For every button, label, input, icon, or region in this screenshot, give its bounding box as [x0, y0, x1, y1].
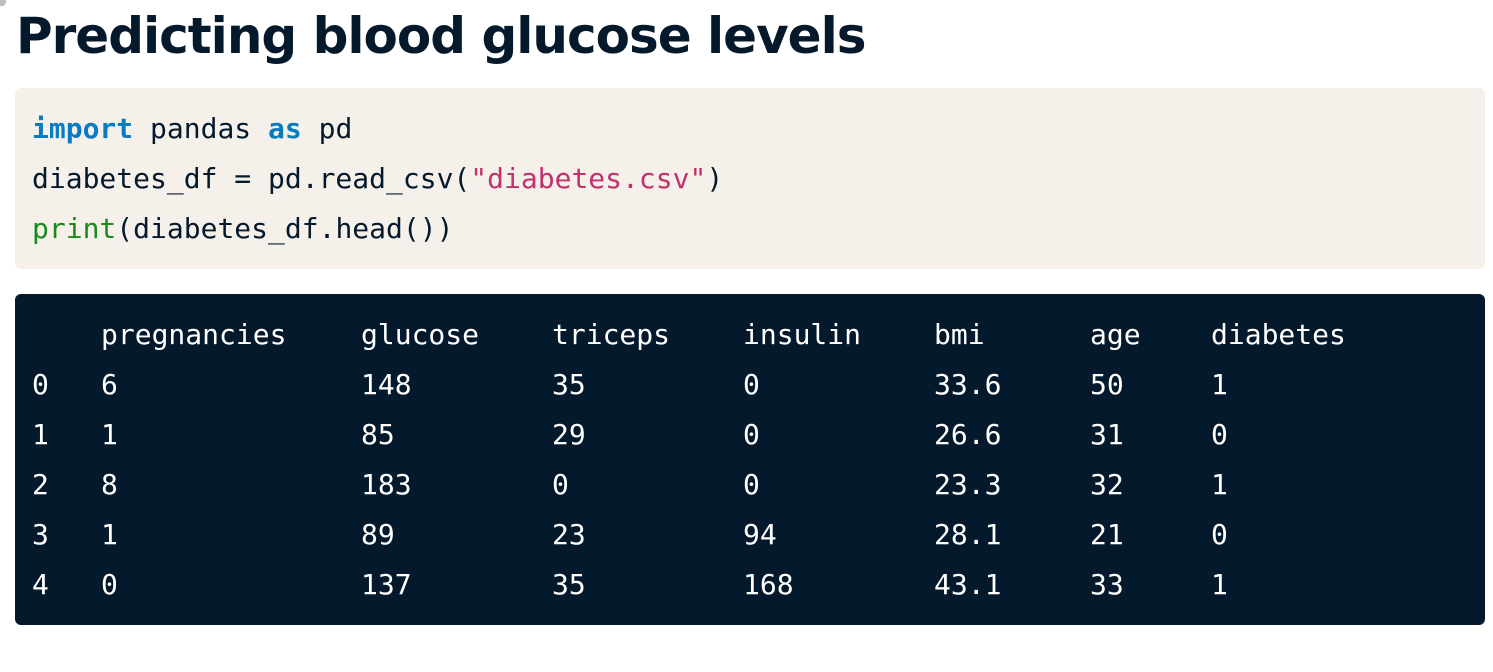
table-cell: 35: [552, 568, 586, 601]
code-token: pandas: [133, 112, 269, 145]
table-cell: 0: [1211, 418, 1228, 451]
output-table: pregnancies glucose triceps insulin bmi …: [32, 310, 1411, 610]
table-cell: 50: [1090, 368, 1124, 401]
table-cell: 85: [361, 418, 395, 451]
table-cell: 6: [101, 368, 118, 401]
code-token: ): [706, 162, 724, 195]
string-token: "diabetes.csv": [470, 162, 707, 195]
table-cell: 31: [1090, 418, 1124, 451]
index-header: [32, 310, 101, 360]
column-header-bmi: bmi: [934, 318, 985, 351]
column-header-triceps: triceps: [552, 318, 671, 351]
corner-marker: [0, 0, 6, 6]
row-index: 2: [32, 468, 49, 501]
table-row: 2 8 183 0 0 23.3 32 1: [32, 460, 1411, 510]
code-line: print(diabetes_df.head()): [32, 204, 1485, 254]
code-line: diabetes_df = pd.read_csv("diabetes.csv"…: [32, 154, 1485, 204]
code-token: diabetes_df = pd.read_csv(: [32, 162, 471, 195]
column-header-diabetes: diabetes: [1211, 318, 1346, 351]
code-block[interactable]: import pandas as pd diabetes_df = pd.rea…: [15, 88, 1485, 269]
table-cell: 94: [743, 518, 777, 551]
table-cell: 148: [361, 368, 412, 401]
table-cell: 0: [743, 418, 760, 451]
table-cell: 1: [1211, 368, 1228, 401]
table-row: 3 1 89 23 94 28.1 21 0: [32, 510, 1411, 560]
column-header-glucose: glucose: [361, 318, 480, 351]
table-row: 1 1 85 29 0 26.6 31 0: [32, 410, 1411, 460]
code-token: pd: [301, 112, 353, 145]
table-cell: 8: [101, 468, 118, 501]
table-cell: 137: [361, 568, 412, 601]
table-cell: 183: [361, 468, 412, 501]
table-cell: 0: [743, 368, 760, 401]
column-header-insulin: insulin: [743, 318, 862, 351]
row-index: 3: [32, 518, 49, 551]
table-cell: 0: [101, 568, 118, 601]
page-title: Predicting blood glucose levels: [16, 7, 866, 65]
table-row: 0 6 148 35 0 33.6 50 1: [32, 360, 1411, 410]
table-cell: 0: [552, 468, 569, 501]
table-cell: 0: [743, 468, 760, 501]
table-cell: 32: [1090, 468, 1124, 501]
column-header-pregnancies: pregnancies: [101, 318, 287, 351]
code-token: (diabetes_df.head()): [116, 212, 454, 245]
table-cell: 21: [1090, 518, 1124, 551]
table-row: 4 0 137 35 168 43.1 33 1: [32, 560, 1411, 610]
table-cell: 89: [361, 518, 395, 551]
column-header-age: age: [1090, 318, 1141, 351]
table-cell: 1: [101, 518, 118, 551]
row-index: 4: [32, 568, 49, 601]
code-line: import pandas as pd: [32, 104, 1485, 154]
row-index: 1: [32, 418, 49, 451]
table-cell: 33.6: [934, 368, 1002, 401]
table-cell: 168: [743, 568, 794, 601]
table-cell: 35: [552, 368, 586, 401]
table-cell: 1: [101, 418, 118, 451]
table-cell: 33: [1090, 568, 1124, 601]
table-cell: 1: [1211, 568, 1228, 601]
row-index: 0: [32, 368, 49, 401]
table-cell: 26.6: [934, 418, 1002, 451]
table-cell: 28.1: [934, 518, 1002, 551]
table-header-row: pregnancies glucose triceps insulin bmi …: [32, 310, 1411, 360]
table-cell: 23.3: [934, 468, 1002, 501]
keyword-token: as: [268, 112, 302, 145]
keyword-token: import: [32, 112, 134, 145]
builtin-token: print: [32, 212, 117, 245]
table-cell: 0: [1211, 518, 1228, 551]
table-cell: 43.1: [934, 568, 1002, 601]
table-cell: 29: [552, 418, 586, 451]
table-cell: 23: [552, 518, 586, 551]
table-cell: 1: [1211, 468, 1228, 501]
output-block: pregnancies glucose triceps insulin bmi …: [15, 294, 1485, 625]
